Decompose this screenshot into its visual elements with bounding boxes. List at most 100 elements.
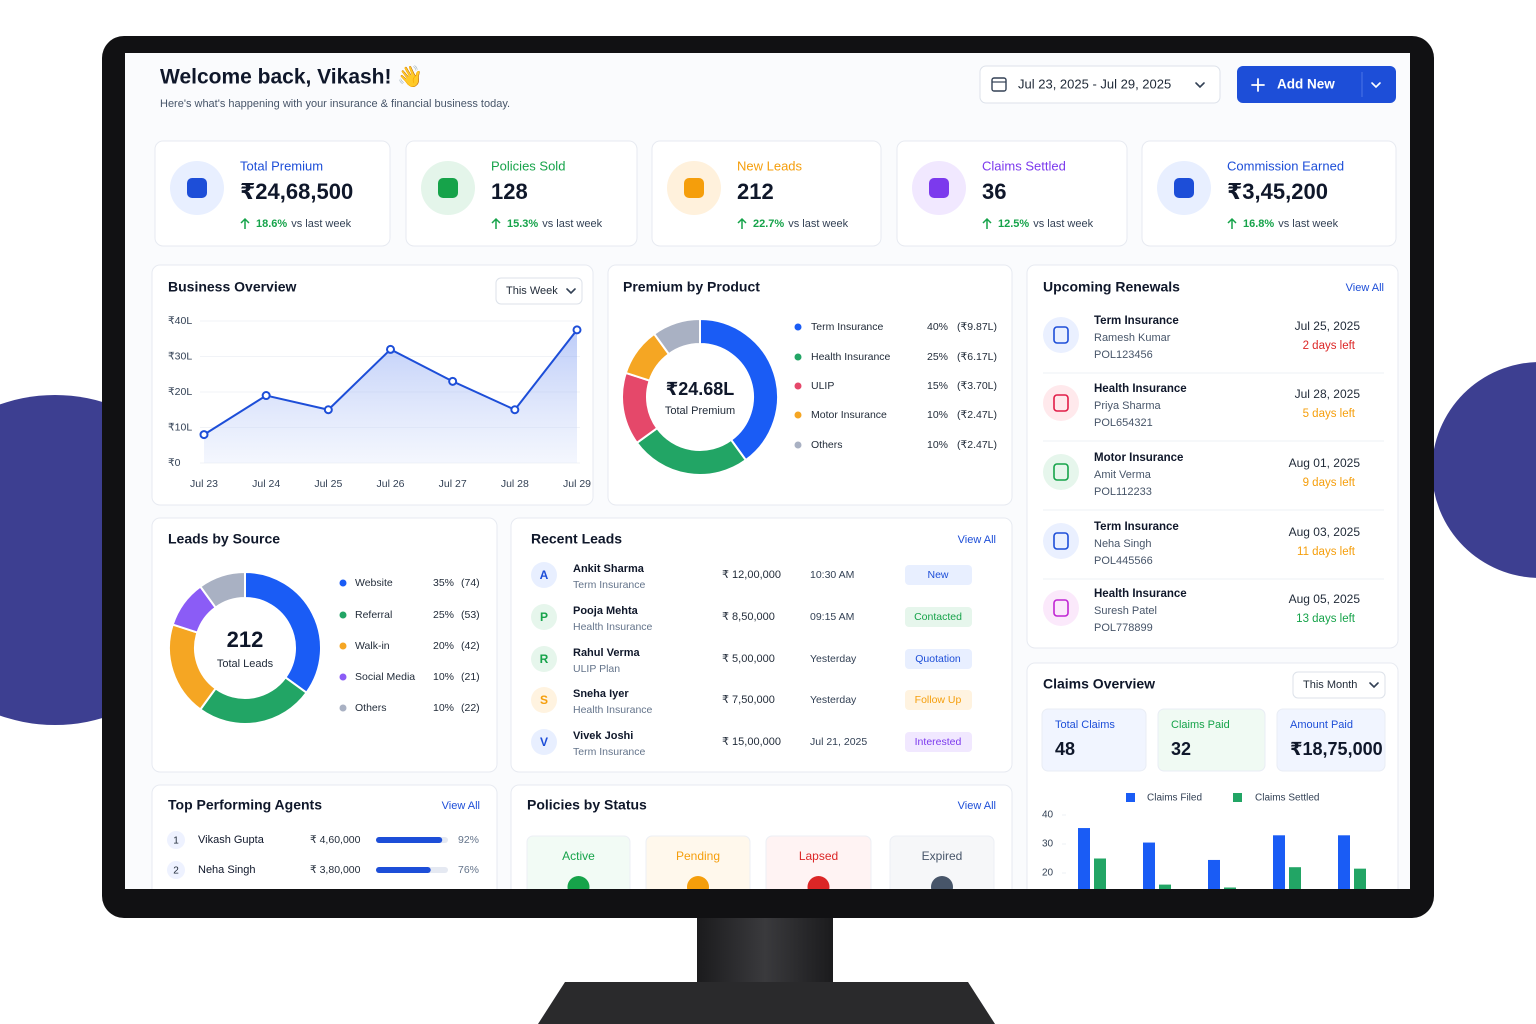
lead-amount: ₹ 8,50,000: [722, 611, 775, 623]
renewal-icon-glyph: [1053, 394, 1069, 412]
stat-card: [1276, 708, 1386, 772]
x-tick-label: Jul 27: [439, 478, 467, 490]
page-title: Welcome back, Vikash! 👋: [160, 65, 423, 90]
period-label[interactable]: This Week: [506, 285, 558, 297]
point: [572, 325, 582, 335]
status-pill: [905, 690, 972, 710]
renewal-icon-glyph: [1053, 326, 1069, 344]
up-arrow: [1227, 217, 1237, 229]
donut-segment: [699, 317, 779, 462]
kpi-change-value: 15.3%: [507, 218, 538, 230]
kpi-change-value: 16.8%: [1243, 218, 1274, 230]
view-all-link[interactable]: View All: [442, 800, 480, 812]
renewal-icon-glyph: [1053, 599, 1069, 617]
renewal-policy: POL112233: [1094, 486, 1152, 498]
bar: [1143, 842, 1155, 889]
add-new-button[interactable]: [1237, 66, 1396, 103]
date-range[interactable]: Jul 23, 2025 - Jul 29, 2025: [1018, 76, 1171, 91]
stat-value: ₹18,75,000: [1290, 739, 1383, 759]
dashboard: Welcome back, Vikash! 👋 Here's what's hap…: [151, 65, 1399, 889]
period-dropdown[interactable]: [495, 277, 583, 305]
y-tick-label: ₹0: [168, 457, 181, 469]
up-arrow: [491, 217, 501, 229]
point: [448, 376, 458, 386]
chevron-icon: [1369, 682, 1379, 689]
y-tick-label: 30: [1042, 839, 1054, 850]
renewal-date: Jul 28, 2025: [1295, 387, 1361, 401]
legend-amount: (₹2.47L): [957, 409, 997, 421]
renewal-type: Term Insurance: [1094, 315, 1179, 327]
kpi-change: 18.6% vs last week: [256, 218, 352, 230]
donut-segment: [652, 317, 701, 356]
renewal-date: Aug 03, 2025: [1289, 525, 1361, 539]
chevron-icon: [566, 288, 576, 295]
avatar: [531, 687, 557, 713]
bar: [1078, 828, 1090, 889]
y-tick-label: 20: [1042, 868, 1054, 879]
kpi-change: 15.3% vs last week: [507, 218, 603, 230]
status-pill: [905, 649, 972, 669]
stat-label: Total Claims: [1055, 719, 1115, 731]
legend-label: Walk-in: [355, 640, 390, 652]
legend-percent: 25%: [433, 609, 454, 621]
lead-product: Health Insurance: [573, 704, 653, 716]
point: [510, 405, 520, 415]
legend-label: Claims Filed: [1147, 793, 1202, 804]
legend-percent: 35%: [433, 577, 454, 589]
status-icon: [687, 876, 709, 889]
avatar: [531, 729, 557, 755]
bar: [1208, 859, 1220, 889]
panel: [510, 517, 1013, 773]
renewal-days-left: 2 days left: [1303, 340, 1356, 352]
bar: [1273, 835, 1285, 889]
panel-title: Leads by Source: [168, 531, 280, 547]
lead-time: Yesterday: [810, 653, 857, 665]
panel-title: Recent Leads: [531, 531, 622, 547]
date-picker[interactable]: [979, 65, 1221, 104]
legend-amount: (₹2.47L): [957, 439, 997, 451]
renewal-name: Suresh Patel: [1094, 605, 1157, 617]
area-fill: [204, 329, 577, 463]
legend-swatch: [794, 353, 802, 361]
legend-swatch: [794, 323, 802, 331]
lead-product: Term Insurance: [573, 579, 646, 591]
point: [199, 430, 209, 440]
calendar-icon: [991, 77, 1007, 92]
monitor-neck: [697, 915, 833, 985]
kpi-value: ₹3,45,200: [1227, 179, 1328, 204]
agent-percent: 76%: [458, 864, 479, 876]
legend-label: Others: [811, 439, 843, 451]
avatar: [531, 646, 557, 672]
legend-amount: (₹6.17L): [957, 351, 997, 363]
panel: [1141, 140, 1397, 247]
view-all-link[interactable]: View All: [958, 534, 996, 546]
lead-name: Sneha Iyer: [573, 688, 629, 700]
view-all-link[interactable]: View All: [1346, 282, 1384, 294]
legend-swatch: [794, 382, 802, 390]
lead-amount: ₹ 15,00,000: [722, 736, 781, 748]
add-new-label[interactable]: Add New: [1277, 77, 1335, 92]
period-label[interactable]: This Month: [1303, 679, 1357, 691]
x-tick-label: Jul 23: [190, 478, 218, 490]
renewal-days-left: 5 days left: [1303, 408, 1356, 420]
renewal-days-left: 11 days left: [1297, 546, 1356, 558]
kpi-label: Claims Settled: [982, 158, 1066, 173]
status-card: [526, 835, 631, 889]
renewal-type: Health Insurance: [1094, 383, 1187, 395]
legend-swatch: [339, 642, 347, 650]
view-all-link[interactable]: View All: [958, 800, 996, 812]
kpi-label: New Leads: [737, 158, 803, 173]
period-dropdown[interactable]: [1292, 671, 1386, 699]
chevron-icon: [1195, 82, 1205, 89]
legend-percent: 10%: [433, 671, 454, 683]
lead-time: Jul 21, 2025: [810, 736, 867, 748]
renewal-policy: POL778899: [1094, 622, 1153, 634]
plus-icon: [1251, 78, 1265, 92]
renewal-policy: POL654321: [1094, 417, 1153, 429]
lead-amount: ₹ 12,00,000: [722, 569, 781, 581]
legend-label: Others: [355, 702, 387, 714]
avatar: [531, 604, 557, 630]
donut-segment: [198, 570, 246, 609]
renewal-policy: POL123456: [1094, 349, 1153, 361]
